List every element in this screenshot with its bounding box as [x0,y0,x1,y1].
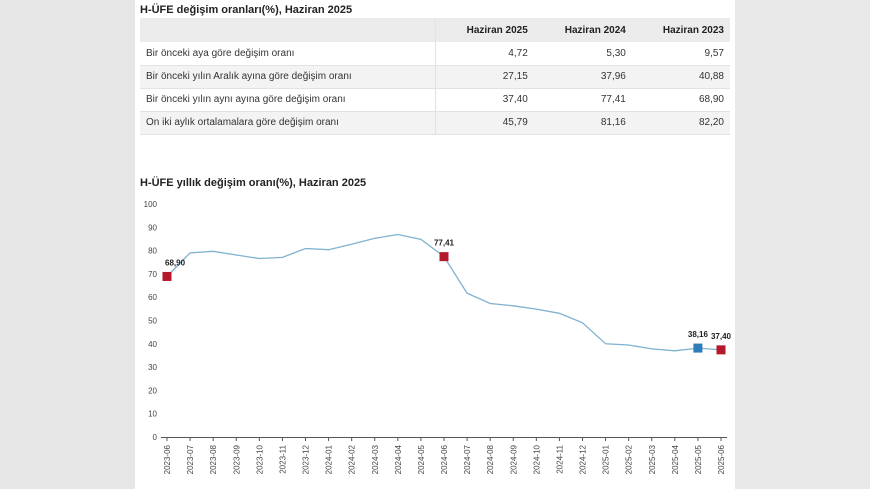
table-row: Bir önceki yılın Aralık ayına göre değiş… [140,65,730,89]
x-tick-label: 2025-02 [625,444,634,474]
y-tick-label: 20 [148,386,157,395]
x-tick-label: 2023-10 [255,444,264,474]
highlight-point [716,345,726,355]
x-tick-label: 2024-08 [486,444,495,474]
data-label: 68,90 [165,258,186,267]
data-label: 77,41 [434,239,455,248]
cell-value: 37,40 [435,88,534,112]
y-tick-label: 30 [148,363,157,372]
highlight-point [439,252,449,262]
y-tick-label: 90 [148,223,157,232]
x-tick-label: 2025-01 [602,444,611,474]
cell-value: 4,72 [435,42,534,66]
x-tick-label: 2024-05 [417,444,426,474]
x-tick-label: 2024-11 [555,444,564,473]
highlight-point [162,271,172,281]
data-label: 38,16 [688,330,709,339]
table-row: Bir önceki aya göre değişim oranı 4,72 5… [140,42,730,66]
x-tick-label: 2023-07 [186,444,195,474]
cell-value: 9,57 [631,42,730,66]
x-tick-label: 2025-03 [648,444,657,474]
y-tick-label: 100 [144,200,158,209]
y-tick-label: 0 [153,433,158,442]
y-tick-label: 10 [148,410,157,419]
cell-value: 77,41 [533,88,632,112]
x-tick-label: 2023-09 [232,444,241,474]
x-tick-label: 2024-10 [532,444,541,474]
x-tick-label: 2025-04 [671,444,680,474]
x-tick-label: 2023-11 [278,444,287,473]
x-tick-label: 2024-07 [463,444,472,474]
line-chart: 0 10 20 30 40 50 60 70 80 90 100 2023-06 2023-07 2023… [144,200,732,474]
y-tick-label: 80 [148,247,157,256]
cell-value: 40,88 [631,65,730,89]
x-tick-label: 2024-06 [440,444,449,474]
x-tick-label: 2024-02 [348,444,357,474]
x-tick-label: 2023-12 [302,444,311,474]
row-label: Bir önceki yılın aynı ayına göre değişim… [140,88,436,112]
x-tick-label: 2024-01 [325,444,334,474]
cell-value: 45,79 [435,111,534,135]
series-line [166,233,722,352]
right-background [735,0,870,489]
cell-value: 81,16 [533,111,632,135]
content-panel: H-ÜFE değişim oranları(%), Haziran 2025 … [135,0,735,489]
cell-value: 68,90 [631,88,730,112]
table-row: Bir önceki yılın aynı ayına göre değişim… [140,88,730,112]
y-tick-label: 40 [148,340,157,349]
row-label: On iki aylık ortalamalara göre değişim o… [140,111,436,135]
y-tick-label: 70 [148,270,157,279]
y-tick-label: 50 [148,317,157,326]
highlight-point [693,343,703,353]
x-tick-label: 2025-06 [717,444,726,474]
table-header-empty [140,18,436,42]
x-tick-label: 2023-06 [163,444,172,474]
table-header-haziran-2024: Haziran 2024 [533,18,632,42]
table-row: On iki aylık ortalamalara göre değişim o… [140,111,730,135]
cell-value: 27,15 [435,65,534,89]
x-tick-label: 2025-05 [694,444,703,474]
table-header-row: Haziran 2025 Haziran 2024 Haziran 2023 [140,18,730,42]
x-tick-label: 2024-03 [371,444,380,474]
row-label: Bir önceki yılın Aralık ayına göre değiş… [140,65,436,89]
cell-value: 37,96 [533,65,632,89]
x-tick-label: 2024-09 [509,444,518,474]
table-header-haziran-2025: Haziran 2025 [435,18,534,42]
cell-value: 82,20 [631,111,730,135]
chart-title: H-ÜFE yıllık değişim oranı(%), Haziran 2… [140,177,367,189]
table-header-haziran-2023: Haziran 2023 [631,18,730,42]
data-label: 37,40 [711,332,732,341]
stats-table: Haziran 2025 Haziran 2024 Haziran 2023 B… [140,18,730,135]
row-label: Bir önceki aya göre değişim oranı [140,42,436,66]
cell-value: 5,30 [533,42,632,66]
y-tick-label: 60 [148,293,157,302]
x-tick-label: 2023-08 [209,444,218,474]
x-tick-label: 2024-12 [579,444,588,474]
table-title: H-ÜFE değişim oranları(%), Haziran 2025 [140,4,353,16]
left-background [0,0,135,489]
chart-area: 0 10 20 30 40 50 60 70 80 90 100 2023-06 2023-07 2023… [135,190,735,489]
x-tick-label: 2024-04 [394,444,403,474]
